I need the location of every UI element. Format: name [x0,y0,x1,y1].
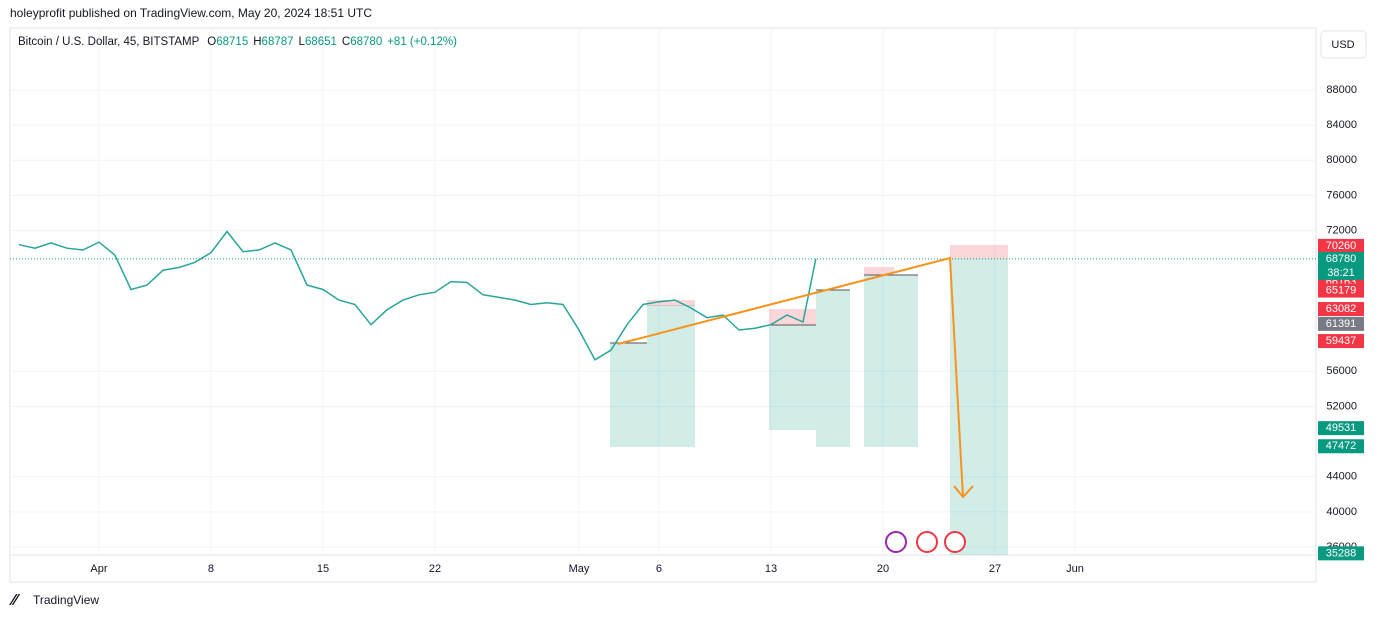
x-tick-label: 13 [765,563,777,575]
change: +81 (+0.12%) [387,36,457,48]
ohlc-key: H [253,36,261,48]
legend: Bitcoin / U.S. Dollar, 45, BITSTAMP O6871… [18,36,457,48]
x-tick-label: 22 [429,563,441,575]
price-label-box [1318,238,1364,253]
event-icons [885,531,966,553]
y-tick-label: 44000 [1326,471,1357,483]
price-label: 49531 [1326,422,1357,434]
arrow-head [953,485,974,499]
ohlc-value: 68715 [216,36,248,48]
y-tick-label: 56000 [1326,365,1357,377]
event-icon[interactable] [916,531,938,553]
series [10,230,1316,361]
price-label-box [1318,421,1364,436]
stop-zone [864,267,894,275]
ohlc-key: C [342,36,350,48]
trend-arrow [617,256,964,498]
target-zone [816,290,850,447]
stop-zone [647,300,695,306]
y-tick-label: 88000 [1326,84,1357,96]
y-tick-label: 52000 [1326,400,1357,412]
ohlc-value: 68780 [350,36,382,48]
price-label-box [1318,302,1364,317]
stop-zone [950,245,1008,259]
y-tick-label: 40000 [1326,506,1357,518]
event-icon[interactable] [944,531,966,553]
symbol: Bitcoin / U.S. Dollar, 45, BITSTAMP [18,36,200,48]
event-icon[interactable] [885,531,907,553]
price-label-box [1318,546,1364,561]
ohlc-key: L [299,36,306,48]
ohlc-value: 68651 [305,36,337,48]
x-tick-label: 8 [208,563,214,575]
y-tick-label: 76000 [1326,189,1357,201]
ohlc-value: 68787 [262,36,294,48]
price-label-box [1318,316,1364,331]
x-tick-label: Apr [90,563,107,575]
x-tick-label: 15 [317,563,329,575]
y-tick-label: 72000 [1326,225,1357,237]
y-tick-label: 80000 [1326,154,1357,166]
price-axis: 3600040000440005200056000720007600080000… [90,84,1364,575]
grid [10,28,1316,555]
countdown: 38:21 [1327,267,1355,279]
brand: TradingView [33,593,99,607]
target-zone [610,343,647,447]
price-label-box [1318,334,1364,349]
ohlc-key: O [207,36,216,48]
x-tick-label: 6 [656,563,662,575]
positions [610,245,1008,555]
price-label: 63082 [1326,303,1357,315]
x-tick-label: Jun [1066,563,1084,575]
price-label: 59437 [1326,335,1357,347]
price-label: 47472 [1326,440,1357,452]
price-label-box [1318,251,1364,280]
currency[interactable]: USD [1331,39,1354,51]
price-label-box [1318,439,1364,454]
currency-button[interactable] [1320,30,1367,59]
price-line [18,230,817,361]
price-label: 35288 [1326,547,1357,559]
price-label: 65179 [1326,284,1357,296]
logo-mark: ⁄⁄ [9,592,21,609]
x-tick-label: 20 [877,563,889,575]
target-zone [864,275,918,447]
target-zone [647,305,695,447]
price-label: 68780 [1326,253,1357,265]
price-label: 70260 [1326,240,1357,252]
x-tick-label: 27 [989,563,1001,575]
y-tick-label: 84000 [1326,119,1357,131]
price-label: 61391 [1326,318,1357,330]
trend-drawing [617,256,974,499]
x-tick-label: May [569,563,590,575]
target-zone [950,259,1008,555]
target-zone [769,325,816,430]
publisher: holeyprofit published on TradingView.com… [10,6,372,20]
price-label-box [1318,283,1364,298]
